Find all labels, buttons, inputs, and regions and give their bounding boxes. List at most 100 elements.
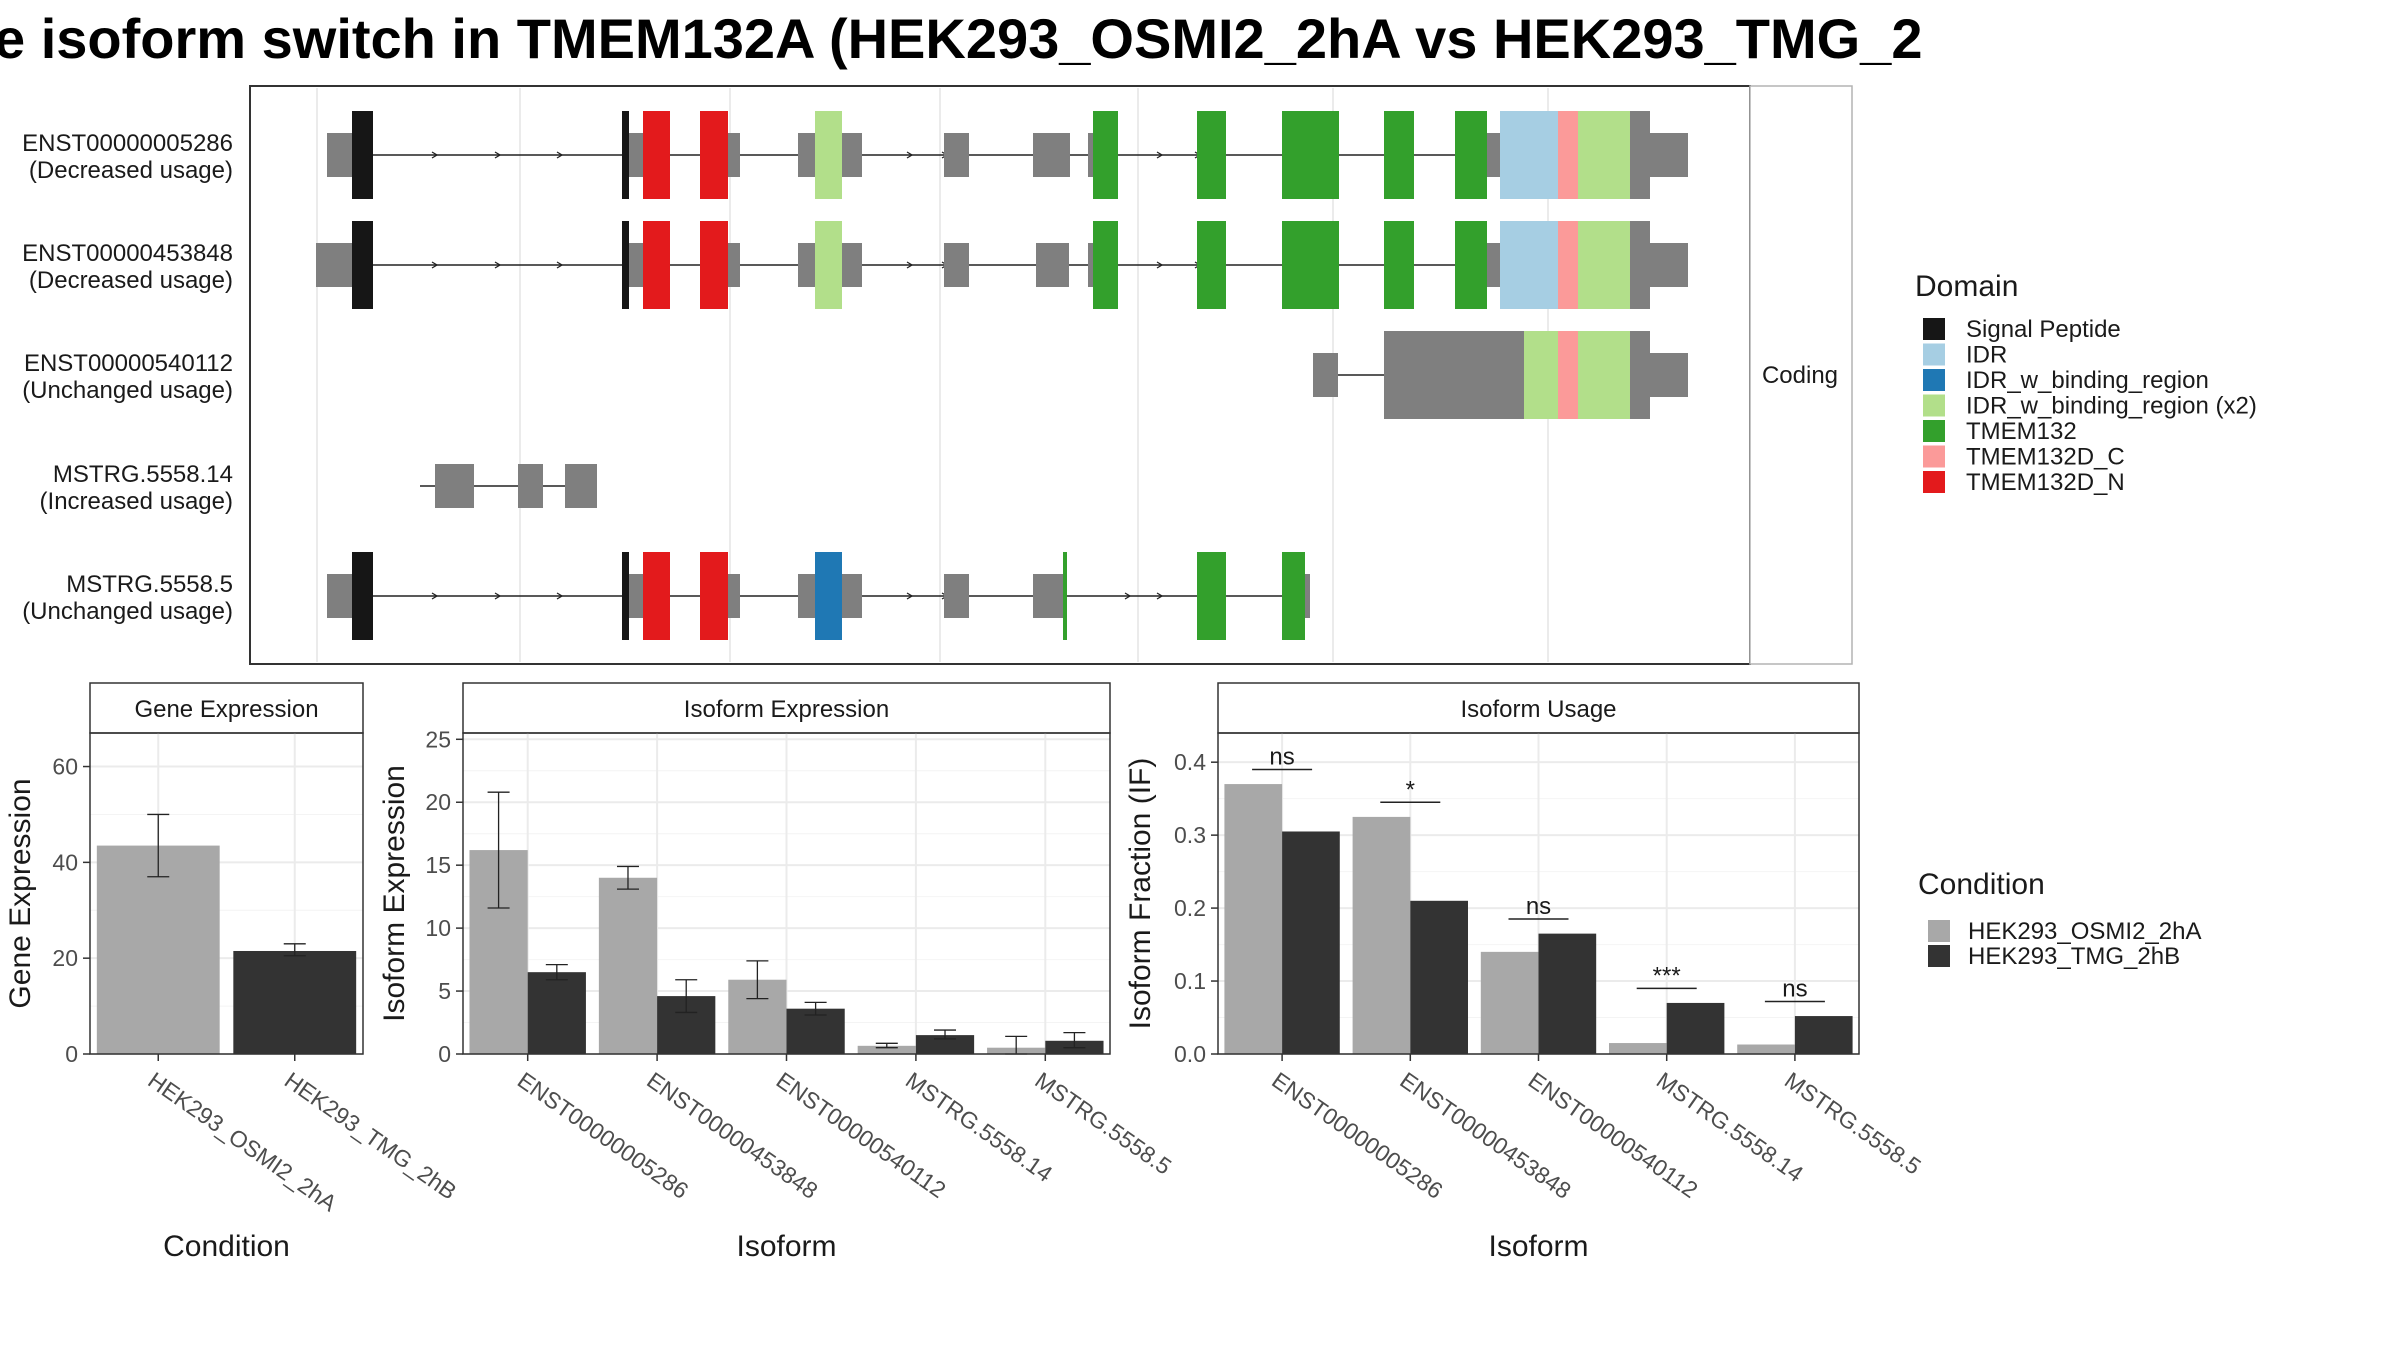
intron-arrow <box>494 151 502 159</box>
facet-strip <box>89 682 364 734</box>
intron-arrow <box>431 261 439 269</box>
utr-exon <box>728 133 740 177</box>
transcript-label: MSTRG.5558.14 <box>53 461 233 488</box>
coding-exon <box>815 221 842 309</box>
bar <box>1224 784 1283 1054</box>
significance-label: ns <box>1269 743 1294 770</box>
intron-arrow <box>1156 151 1164 159</box>
domain-legend-label: IDR_w_binding_region (x2) <box>1966 393 2257 420</box>
significance-label: *** <box>1653 962 1681 989</box>
domain-legend-label: IDR_w_binding_region <box>1966 367 2209 394</box>
utr-exon <box>944 133 969 177</box>
domain-legend-title: Domain <box>1915 270 2018 303</box>
coding-exon <box>1518 331 1524 419</box>
bar <box>527 972 586 1054</box>
y-tick-label: 20 <box>425 789 451 815</box>
y-tick-label: 0 <box>438 1041 451 1067</box>
facet-strip <box>462 682 1111 734</box>
y-tick-label: 25 <box>425 726 451 752</box>
y-tick-label: 0.3 <box>1174 822 1206 848</box>
coding-exon <box>1630 331 1650 419</box>
transcript-usage-label: (Unchanged usage) <box>22 598 233 625</box>
bar <box>1737 1044 1795 1054</box>
intron-arrow <box>906 261 914 269</box>
coding-exon <box>1093 221 1118 309</box>
domain-legend-label: Signal Peptide <box>1966 316 2121 343</box>
domain-legend-key <box>1923 420 1945 442</box>
utr-exon <box>798 243 815 287</box>
utr-exon <box>728 243 740 287</box>
chart-title: Isoform Expression <box>684 696 889 723</box>
y-tick-label: 0 <box>65 1041 78 1067</box>
utr-exon <box>1650 133 1688 177</box>
coding-exon <box>643 552 670 640</box>
domain-legend-label: TMEM132 <box>1966 418 2077 445</box>
domain-legend-key <box>1923 343 1945 366</box>
y-axis-title: Isoform Expression <box>378 765 411 1022</box>
intron-arrow <box>1156 592 1164 600</box>
utr-exon <box>435 464 474 508</box>
utr-exon <box>1033 574 1063 618</box>
coding-exon <box>1455 221 1487 309</box>
y-tick-label: 5 <box>438 978 451 1004</box>
bar <box>1609 1043 1667 1054</box>
condition-legend-label: HEK293_TMG_2hB <box>1968 943 2180 970</box>
utr-exon <box>629 574 643 618</box>
utr-exon <box>842 133 862 177</box>
coding-exon <box>643 221 670 309</box>
y-axis-title: Isoform Fraction (IF) <box>1124 758 1157 1030</box>
transcript-label: ENST00000453848 <box>22 240 233 267</box>
utr-exon <box>1650 353 1688 397</box>
bar <box>96 845 220 1054</box>
coding-exon <box>352 221 373 309</box>
utr-exon <box>798 133 815 177</box>
utr-exon <box>1088 243 1093 287</box>
utr-exon <box>728 574 740 618</box>
x-axis-title: Condition <box>163 1230 290 1263</box>
coding-exon <box>1455 111 1487 199</box>
intron-arrow <box>494 592 502 600</box>
transcript-label: ENST00000005286 <box>22 130 233 157</box>
utr-exon <box>842 574 862 618</box>
coding-exon <box>1282 221 1339 309</box>
y-tick-label: 0.4 <box>1174 749 1206 775</box>
utr-exon <box>629 243 643 287</box>
bar <box>1282 831 1340 1054</box>
bar <box>1352 816 1411 1054</box>
coding-exon <box>643 111 670 199</box>
utr-exon <box>944 243 969 287</box>
coding-exon <box>700 221 728 309</box>
transcript-label: ENST00000540112 <box>24 350 233 377</box>
y-tick-label: 10 <box>425 915 451 941</box>
transcript-usage-label: (Decreased usage) <box>29 267 233 294</box>
intron-arrow <box>906 151 914 159</box>
y-tick-label: 20 <box>52 945 78 971</box>
transcript-usage-label: (Unchanged usage) <box>22 377 233 404</box>
coding-facet-strip <box>1749 85 1853 665</box>
bar <box>1410 900 1468 1054</box>
y-tick-label: 0.0 <box>1174 1041 1206 1067</box>
utr-exon <box>1650 243 1688 287</box>
domain-legend-key <box>1923 318 1945 340</box>
intron-arrow <box>906 592 914 600</box>
coding-exon <box>1197 111 1226 199</box>
coding-exon <box>700 552 728 640</box>
utr-exon <box>842 243 862 287</box>
y-tick-label: 60 <box>52 754 78 780</box>
coding-exon <box>815 111 842 199</box>
bar <box>1480 951 1539 1054</box>
structure-rows <box>316 111 1688 640</box>
significance-label: ns <box>1526 893 1551 920</box>
utr-exon <box>798 574 815 618</box>
utr-exon <box>1036 243 1069 287</box>
domain-legend-label: TMEM132D_C <box>1966 444 2125 471</box>
utr-exon <box>565 464 597 508</box>
domain-legend: Domain Signal PeptideIDRIDR_w_binding_re… <box>1915 270 2257 496</box>
utr-exon <box>327 133 352 177</box>
coding-exon <box>1630 221 1650 309</box>
utr-exon <box>1088 133 1093 177</box>
bar <box>1538 933 1597 1054</box>
domain-legend-key <box>1923 369 1945 391</box>
transcript-label: MSTRG.5558.5 <box>66 571 233 598</box>
bar <box>786 1008 845 1054</box>
